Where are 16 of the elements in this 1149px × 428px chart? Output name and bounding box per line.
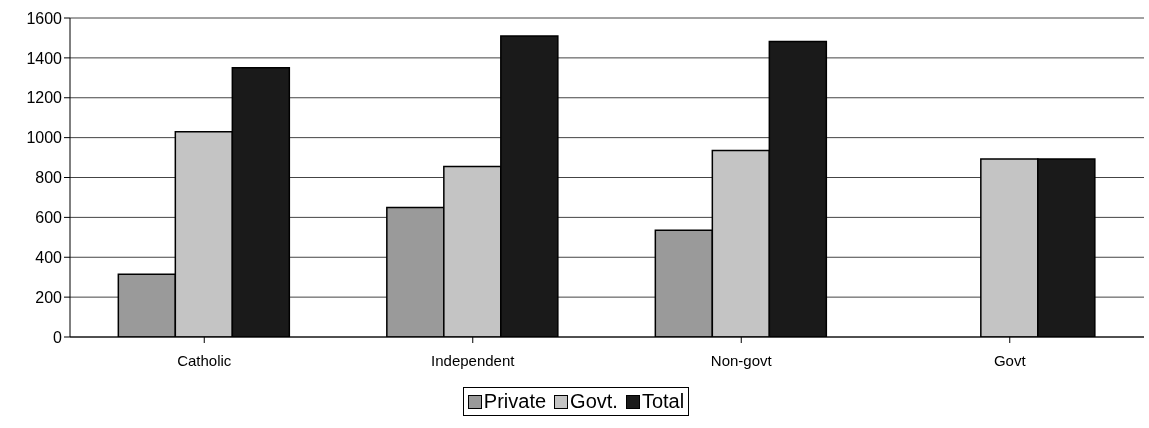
y-tick-label: 0	[53, 328, 63, 346]
legend-label: Total	[640, 390, 685, 413]
legend-label: Govt.	[569, 390, 618, 413]
y-tick-label: 600	[35, 209, 63, 227]
y-tick-label: 400	[35, 248, 63, 266]
y-tick-label: 200	[35, 288, 63, 306]
legend-label: Private	[482, 390, 547, 413]
x-tick-label: Non-govt	[710, 351, 773, 369]
y-tick-label: 1600	[26, 9, 63, 27]
y-tick-label: 1000	[26, 129, 63, 147]
x-tick-label: Catholic	[177, 351, 232, 369]
y-tick-label: 1200	[26, 89, 63, 107]
x-tick-label: Govt	[993, 351, 1027, 369]
y-tick-label: 800	[35, 169, 63, 187]
x-tick-label: Independent	[431, 351, 516, 369]
y-tick-label: 1400	[26, 49, 63, 67]
